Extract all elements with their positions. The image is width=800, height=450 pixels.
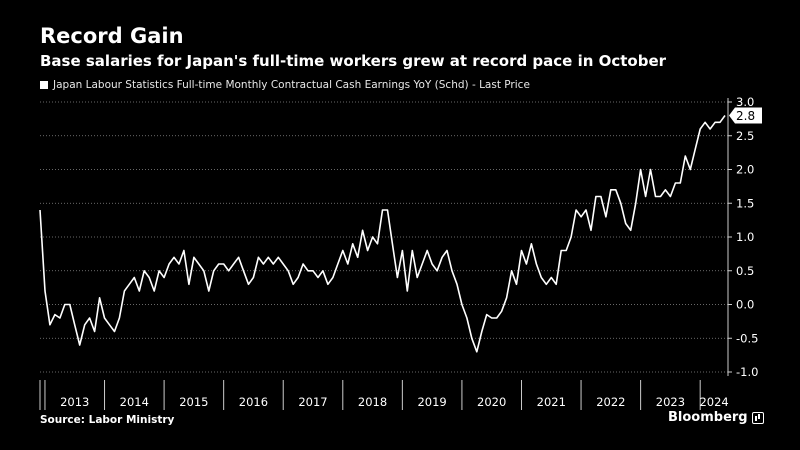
axes: [39, 98, 732, 410]
y-tick-label: 0.5: [736, 264, 754, 278]
y-tick-label: 3.0: [736, 95, 754, 109]
last-value-callout: 2.8: [729, 107, 762, 124]
series-layer: [39, 115, 726, 353]
last-value-box: [729, 107, 762, 124]
y-tick-label: 0.0: [736, 298, 754, 312]
labels: 3.0 2.5 2.0 1.5 1.0 0.5 0.0 -0.5 -1.0 2013 2014 201…: [60, 95, 762, 409]
y-tick-label: -1.0: [736, 365, 758, 379]
y-tick-label: 1.0: [736, 230, 754, 244]
x-tick-label: 2024: [699, 395, 728, 409]
source-note: Source: Labor Ministry: [40, 414, 175, 426]
brand-logo: Bloomberg: [668, 410, 764, 425]
x-tick-label: 2014: [120, 395, 149, 409]
x-tick-label: 2020: [477, 395, 506, 409]
chart-subtitle: Base salaries for Japan's full-time work…: [40, 52, 667, 70]
brand-name: Bloomberg: [668, 410, 748, 425]
last-value-label: 2.8: [736, 109, 755, 123]
legend-label: Japan Labour Statistics Full-time Monthl…: [53, 79, 530, 91]
x-tick-label: 2013: [60, 395, 89, 409]
x-tick-label: 2017: [298, 395, 327, 409]
y-tick-label: 1.5: [736, 196, 754, 210]
y-tick-label: -0.5: [736, 331, 758, 345]
x-tick-label: 2021: [537, 395, 566, 409]
chart-title: Record Gain: [40, 24, 184, 48]
x-tick-label: 2015: [179, 395, 208, 409]
x-tick-label: 2022: [596, 395, 625, 409]
x-tick-label: 2016: [239, 395, 268, 409]
y-tick-label: 2.0: [736, 163, 754, 177]
legend: Japan Labour Statistics Full-time Monthl…: [40, 79, 530, 91]
grid-lines: [40, 101, 728, 373]
bloomberg-chart-icon: [751, 411, 764, 424]
series-line: [39, 115, 726, 353]
x-tick-label: 2019: [417, 395, 446, 409]
legend-swatch: [40, 81, 48, 89]
x-tick-label: 2018: [358, 395, 387, 409]
x-tick-label: 2023: [656, 395, 685, 409]
y-tick-label: 2.5: [736, 129, 754, 143]
